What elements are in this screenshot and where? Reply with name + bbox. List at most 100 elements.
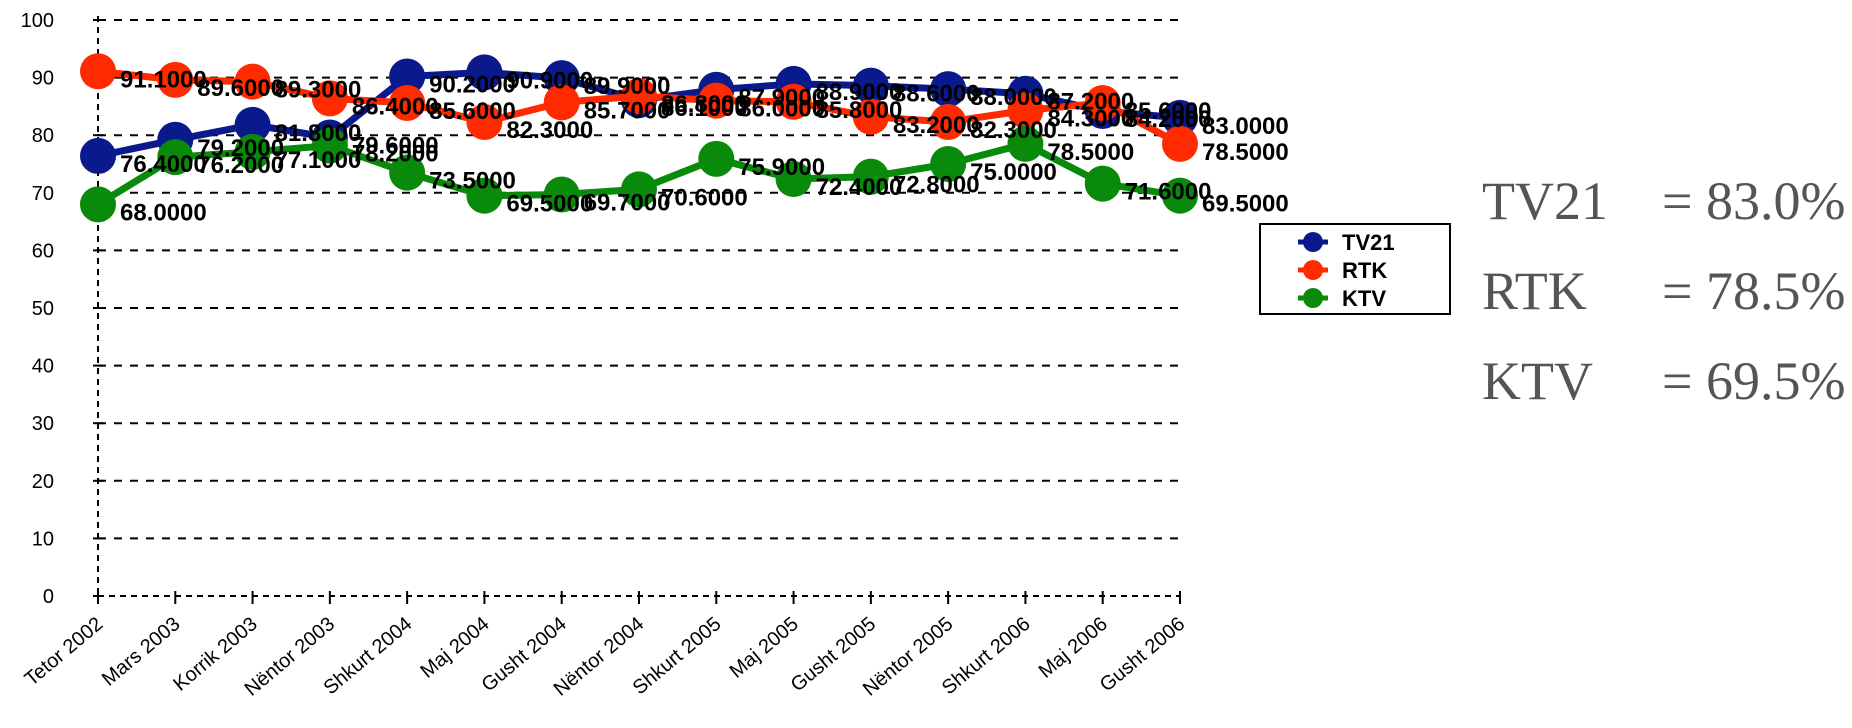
data-label: 89.6000 xyxy=(197,75,284,102)
data-point-rtk xyxy=(1162,125,1198,162)
legend-label: KTV xyxy=(1342,286,1386,311)
data-label: 86.4000 xyxy=(352,93,439,120)
data-label: 83.0000 xyxy=(1202,113,1289,140)
data-label: 86.1000 xyxy=(661,95,748,122)
data-label: 85.7000 xyxy=(584,97,671,124)
data-label: 83.2000 xyxy=(893,112,980,139)
summary-series-name: KTV xyxy=(1482,351,1593,411)
y-tick-label: 50 xyxy=(32,298,54,320)
data-label: 78.5000 xyxy=(1202,139,1289,166)
data-point-ktv xyxy=(466,177,503,214)
y-tick-label: 80 xyxy=(32,125,54,147)
data-label: 69.5000 xyxy=(1202,191,1289,218)
y-tick-label: 60 xyxy=(32,240,54,262)
data-label: 75.0000 xyxy=(970,159,1057,186)
data-point-rtk xyxy=(1084,84,1121,121)
data-label: 84.3000 xyxy=(1047,105,1134,132)
data-label: 88.9000 xyxy=(816,79,903,106)
data-point-rtk xyxy=(543,84,580,121)
data-label: 78.2000 xyxy=(352,141,439,168)
data-point-ktv xyxy=(157,139,194,176)
data-label: 68.0000 xyxy=(120,199,207,226)
data-label: 86.0000 xyxy=(738,96,825,123)
data-point-rtk xyxy=(466,103,503,140)
summary-series-value: = 83.0% xyxy=(1662,171,1846,231)
summary-series-value: = 69.5% xyxy=(1662,351,1846,411)
data-point-ktv xyxy=(621,171,657,208)
x-category-label: Gusht 2006 xyxy=(1096,613,1189,696)
data-label: 69.7000 xyxy=(584,190,671,217)
y-tick-label: 0 xyxy=(43,586,54,608)
data-point-rtk xyxy=(80,53,116,90)
y-tick-label: 30 xyxy=(32,413,54,435)
data-point-rtk xyxy=(1007,92,1044,129)
summary-row: KTV = 69.5% xyxy=(1482,350,1852,420)
data-point-rtk xyxy=(930,103,967,140)
y-tick-label: 90 xyxy=(32,68,54,90)
data-point-ktv xyxy=(234,133,271,170)
data-label: 69.5000 xyxy=(506,191,593,218)
data-label: 85.6000 xyxy=(1125,98,1212,125)
data-point-ktv xyxy=(389,154,426,191)
data-point-rtk xyxy=(698,82,735,119)
data-point-ktv xyxy=(80,186,116,223)
y-tick-labels: 0 10 20 30 40 50 60 70 80 90 100 xyxy=(21,10,54,608)
data-label: 79.2000 xyxy=(197,135,284,162)
data-label: 76.2000 xyxy=(197,152,284,179)
data-point-rtk xyxy=(157,61,194,98)
data-point-ktv xyxy=(852,158,889,195)
data-point-ktv xyxy=(543,176,580,213)
data-label: 72.4000 xyxy=(816,174,903,201)
data-point-tv21 xyxy=(234,106,271,143)
data-label: 77.1000 xyxy=(275,147,362,174)
data-point-ktv xyxy=(311,127,348,164)
y-tick-label: 10 xyxy=(32,528,54,550)
legend-label: RTK xyxy=(1342,258,1387,283)
data-label: 89.3000 xyxy=(275,77,362,104)
grid-lines xyxy=(98,19,1180,540)
data-label: 76.4000 xyxy=(120,151,207,178)
data-label: 86.8000 xyxy=(661,91,748,118)
data-label: 88.6000 xyxy=(893,81,980,108)
data-label: 73.5000 xyxy=(429,168,516,195)
data-point-rtk xyxy=(234,63,271,100)
data-point-tv21 xyxy=(852,67,889,104)
data-point-rtk xyxy=(311,80,348,117)
data-point-rtk xyxy=(621,78,657,115)
data-point-rtk xyxy=(775,83,812,120)
data-label: 88.0000 xyxy=(970,84,1057,111)
data-label: 89.9000 xyxy=(584,73,671,100)
data-label: 90.9000 xyxy=(506,67,593,94)
summary-row: RTK = 78.5% xyxy=(1482,260,1852,330)
data-label: 81.8000 xyxy=(275,120,362,147)
summary-row: TV21 = 83.0% xyxy=(1482,170,1852,240)
summary-series-value: = 78.5% xyxy=(1662,261,1846,321)
data-label: 87.2000 xyxy=(1047,89,1134,116)
data-label: 87.9000 xyxy=(738,85,825,112)
data-point-tv21 xyxy=(389,58,426,95)
data-label: 82.3000 xyxy=(506,117,593,144)
summary-series-name: TV21 xyxy=(1482,171,1608,231)
y-tick-label: 40 xyxy=(32,356,54,378)
data-point-tv21 xyxy=(466,54,503,91)
data-label: 71.6000 xyxy=(1125,179,1212,206)
legend-marker xyxy=(1303,260,1323,280)
data-point-ktv xyxy=(698,140,735,177)
x-category-label: Maj 2004 xyxy=(416,613,493,683)
data-label: 79.6000 xyxy=(352,133,439,160)
legend-box xyxy=(1259,223,1451,315)
series-group xyxy=(80,53,1198,223)
legend: TV21 RTK KTV xyxy=(1259,223,1451,315)
summary-series-name: RTK xyxy=(1482,261,1587,321)
data-point-rtk xyxy=(389,84,426,121)
y-tick-label: 20 xyxy=(32,471,54,493)
data-label: 91.1000 xyxy=(120,66,207,93)
y-tick-label: 100 xyxy=(21,10,54,32)
data-label: 72.8000 xyxy=(893,172,980,199)
legend-marker xyxy=(1303,232,1323,252)
data-label: 70.6000 xyxy=(661,184,748,211)
data-label: 85.6000 xyxy=(429,98,516,125)
